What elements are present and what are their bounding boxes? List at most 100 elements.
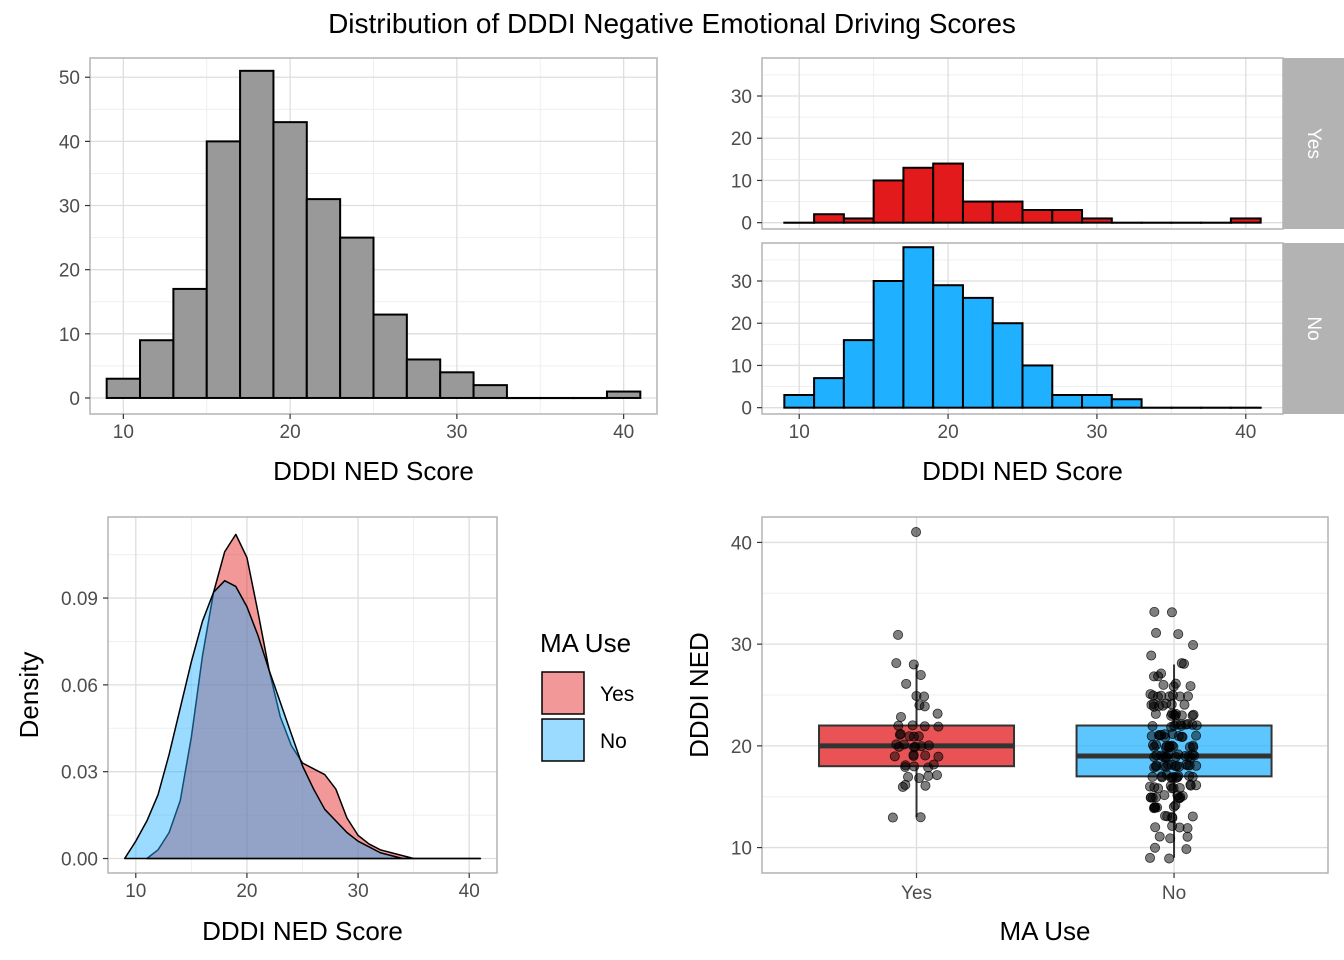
jitter-point-no bbox=[1170, 800, 1181, 811]
facet-yes-y-tick-label: 0 bbox=[741, 214, 752, 235]
jitter-point-no bbox=[1159, 729, 1170, 740]
jitter-point-no bbox=[1173, 629, 1184, 640]
overall-x-axis-title: DDDI NED Score bbox=[273, 456, 474, 486]
jitter-point-yes bbox=[908, 659, 919, 670]
facet-yes-y-tick-label: 30 bbox=[731, 87, 752, 108]
overall-bar bbox=[605, 390, 642, 399]
jitter-point-no bbox=[1166, 759, 1177, 770]
jitter-point-no bbox=[1187, 719, 1198, 730]
boxplot-panel: Yes No 10 20 30 40 MA Use DDDI NED bbox=[684, 516, 1329, 946]
facet-yes-bar bbox=[902, 166, 935, 224]
jitter-point-no bbox=[1158, 679, 1169, 690]
jitter-point-yes bbox=[933, 721, 944, 732]
overall-bar bbox=[305, 198, 342, 399]
overall-bar bbox=[405, 358, 442, 399]
jitter-point-no bbox=[1185, 681, 1196, 692]
density-y-tick-label: 0.03 bbox=[61, 763, 98, 784]
jitter-point-yes bbox=[901, 678, 912, 689]
facet-no-y-tick-label: 0 bbox=[741, 399, 752, 420]
jitter-point-no bbox=[1166, 607, 1177, 618]
jitter-point-no bbox=[1149, 606, 1160, 617]
overall-bar bbox=[472, 384, 508, 399]
facet-x-axis-title: DDDI NED Score bbox=[922, 456, 1123, 486]
density-y-axis-title: Density bbox=[14, 652, 44, 739]
jitter-point-yes bbox=[923, 770, 934, 781]
density-x-tick-label: 20 bbox=[236, 881, 257, 902]
facet-yes-y-tick-label: 10 bbox=[731, 171, 752, 192]
overall-y-tick-label: 20 bbox=[59, 261, 80, 282]
jitter-point-no bbox=[1150, 822, 1161, 833]
jitter-point-no bbox=[1184, 770, 1195, 781]
box-y-tick-label: 20 bbox=[731, 737, 752, 758]
jitter-point-no bbox=[1173, 749, 1184, 760]
jitter-point-yes bbox=[915, 812, 926, 823]
overall-y-tick-label: 30 bbox=[59, 197, 80, 218]
jitter-point-no bbox=[1149, 802, 1160, 813]
box-x-tick-label: No bbox=[1162, 883, 1186, 904]
facet-no-bar bbox=[1021, 364, 1054, 409]
jitter-point-no bbox=[1188, 639, 1199, 650]
overall-bar bbox=[239, 69, 275, 399]
overall-bar bbox=[172, 287, 208, 399]
facet-no-strip bbox=[1283, 243, 1344, 414]
jitter-point-yes bbox=[913, 731, 924, 742]
jitter-point-yes bbox=[914, 773, 925, 784]
jitter-point-no bbox=[1150, 708, 1161, 719]
jitter-point-no bbox=[1149, 762, 1160, 773]
overall-bar bbox=[439, 371, 475, 399]
jitter-point-yes bbox=[928, 759, 939, 770]
jitter-point-no bbox=[1179, 699, 1190, 710]
overall-histogram-panel: 10 20 30 40 0 10 20 30 40 50 DDDI NED Score bbox=[59, 57, 658, 486]
jitter-point-no bbox=[1169, 720, 1180, 731]
jitter-point-yes bbox=[891, 658, 902, 669]
jitter-point-no bbox=[1147, 771, 1158, 782]
legend-key-yes bbox=[541, 671, 585, 715]
jitter-point-no bbox=[1165, 780, 1176, 791]
jitter-point-no bbox=[1154, 831, 1165, 842]
jitter-point-yes bbox=[923, 740, 934, 751]
density-area-no bbox=[123, 579, 482, 860]
jitter-point-no bbox=[1165, 833, 1176, 844]
jitter-point-yes bbox=[911, 527, 922, 538]
density-x-axis-title: DDDI NED Score bbox=[202, 916, 403, 946]
facet-no-bar bbox=[932, 284, 964, 409]
facet-yes-bar bbox=[1021, 209, 1054, 224]
overall-x-tick-label: 10 bbox=[113, 422, 134, 443]
jitter-point-yes bbox=[904, 731, 915, 742]
overall-y-tick-label: 50 bbox=[59, 68, 80, 89]
facet-yes-bar bbox=[1081, 217, 1113, 224]
facet-yes-bar bbox=[932, 162, 964, 224]
overall-bar bbox=[372, 313, 408, 399]
jitter-point-yes bbox=[914, 700, 925, 711]
overall-y-tick-label: 40 bbox=[59, 132, 80, 153]
jitter-point-yes bbox=[933, 751, 944, 762]
density-y-tick-label: 0.00 bbox=[61, 850, 98, 871]
jitter-point-yes bbox=[919, 721, 930, 732]
overall-bar bbox=[339, 236, 375, 399]
box-y-tick-label: 40 bbox=[731, 533, 752, 554]
jitter-point-yes bbox=[920, 750, 931, 761]
facet-no-bar bbox=[1051, 394, 1084, 409]
density-x-tick-label: 40 bbox=[459, 881, 480, 902]
facet-no-bar bbox=[991, 322, 1024, 409]
overall-bar bbox=[205, 140, 242, 399]
facet-no-bar bbox=[813, 377, 845, 409]
facet-x-tick-label: 30 bbox=[1086, 422, 1107, 443]
jitter-point-no bbox=[1167, 690, 1178, 701]
overall-panel-border bbox=[89, 57, 658, 415]
overall-x-tick-label: 40 bbox=[613, 422, 634, 443]
jitter-point-yes bbox=[920, 780, 931, 791]
jitter-point-no bbox=[1147, 792, 1158, 803]
jitter-point-yes bbox=[932, 770, 943, 781]
facet-no-bar bbox=[902, 246, 935, 409]
legend-label-no: No bbox=[600, 730, 627, 753]
facet-yes-bar bbox=[872, 179, 905, 224]
density-y-tick-label: 0.06 bbox=[61, 676, 98, 697]
density-plot-panel: 10 20 30 40 0.00 0.03 0.06 0.09 DDDI NED Score De… bbox=[14, 516, 634, 946]
overall-bar bbox=[105, 377, 142, 399]
legend-label-yes: Yes bbox=[600, 683, 634, 706]
jitter-point-yes bbox=[893, 720, 904, 731]
facet-x-tick-label: 40 bbox=[1235, 422, 1256, 443]
jitter-point-yes bbox=[915, 669, 926, 680]
facet-no-bar bbox=[842, 339, 875, 409]
